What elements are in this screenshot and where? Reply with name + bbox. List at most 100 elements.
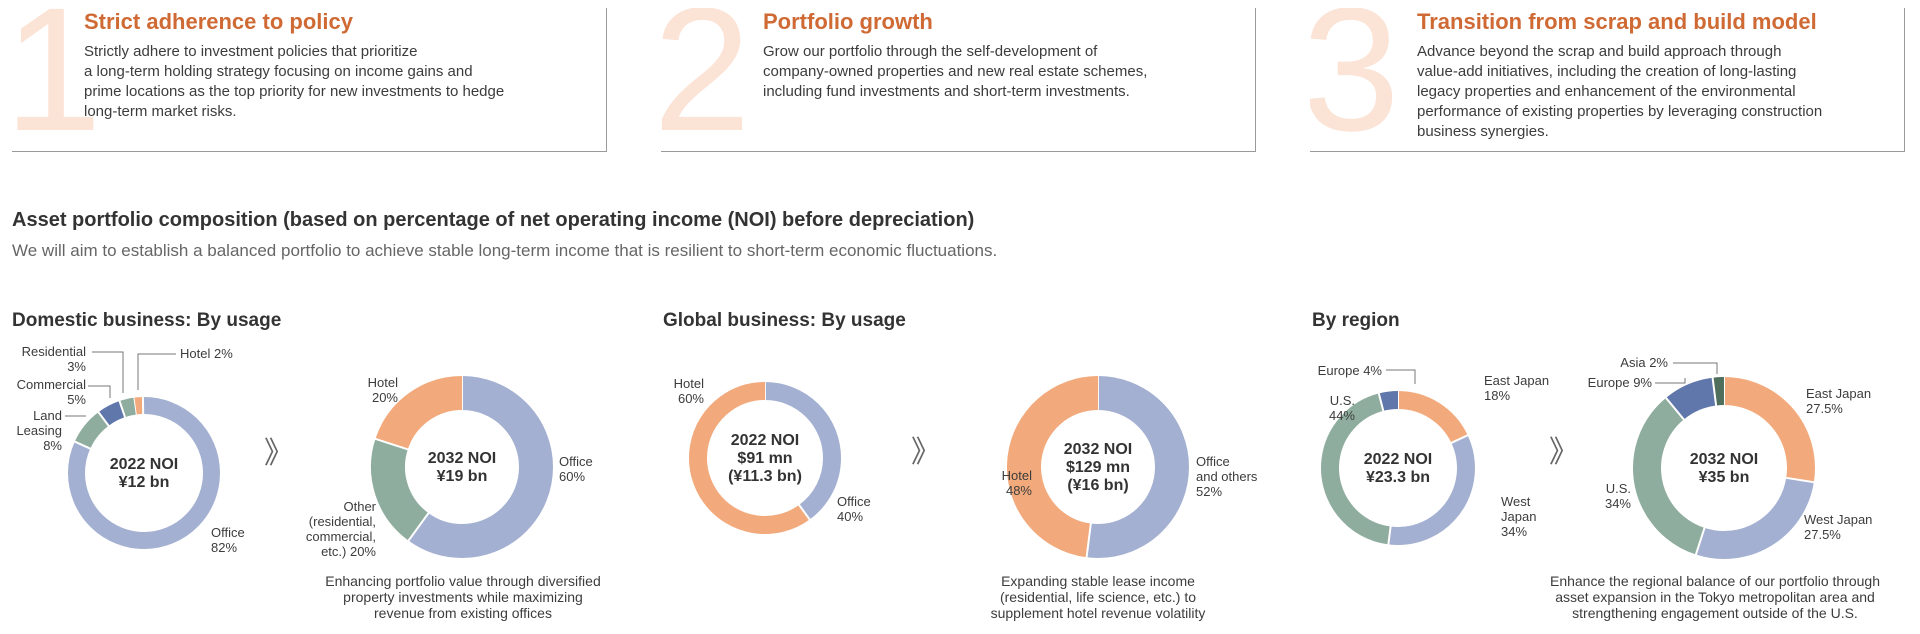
policy-body: Strictly adhere to investment policies t… bbox=[84, 42, 584, 122]
policy-line: Advance beyond the scrap and build appro… bbox=[1417, 43, 1782, 60]
slice-label: 40% bbox=[837, 509, 863, 524]
leader-line bbox=[88, 385, 111, 398]
slice-label: 52% bbox=[1196, 484, 1222, 499]
slice-label: Hotel bbox=[368, 375, 398, 390]
slice-label: Europe 9% bbox=[1588, 375, 1653, 390]
policy-line: prime locations as the top priority for … bbox=[84, 83, 505, 100]
policy-line: business synergies. bbox=[1417, 123, 1549, 140]
slice-label: (residential, bbox=[309, 514, 376, 529]
leader-line bbox=[137, 353, 176, 390]
leader-line bbox=[92, 351, 124, 393]
slice-label: Japan bbox=[1501, 509, 1536, 524]
slice-label: Hotel bbox=[1002, 468, 1032, 483]
policy-line: a long-term holding strategy focusing on… bbox=[84, 63, 473, 80]
slice-label: Residential bbox=[22, 344, 86, 359]
policy-body: Advance beyond the scrap and build appro… bbox=[1417, 42, 1904, 142]
caption-region: Enhance the regional balance of our port… bbox=[1520, 573, 1910, 621]
slice-separator bbox=[407, 511, 430, 543]
slice-separator bbox=[1711, 376, 1718, 407]
slice-label: 60% bbox=[678, 391, 704, 406]
slice-separator bbox=[1085, 522, 1092, 559]
policy-body: Grow our portfolio through the self-deve… bbox=[763, 42, 1255, 102]
slice-label: U.S. bbox=[1330, 393, 1355, 408]
slice-label: Office bbox=[1196, 454, 1230, 469]
caption-line: Enhancing portfolio value through divers… bbox=[325, 573, 601, 589]
policy-line: Grow our portfolio through the self-deve… bbox=[763, 43, 1098, 60]
slice-label: commercial, bbox=[306, 529, 376, 544]
caption-line: Expanding stable lease income bbox=[1001, 573, 1195, 589]
policy-number: 1 bbox=[12, 8, 102, 152]
slice-label: Hotel bbox=[674, 376, 704, 391]
slice-label: 44% bbox=[1329, 408, 1355, 423]
donut-center-label: (¥11.3 bn) bbox=[728, 468, 802, 485]
slice-separator bbox=[1664, 396, 1686, 421]
slice-label: 27.5% bbox=[1804, 527, 1841, 542]
slice-label: etc.) 20% bbox=[321, 544, 376, 559]
donut-center-label: 2032 NOI bbox=[1690, 451, 1758, 468]
slice-separator bbox=[1377, 392, 1385, 413]
slice-label: Hotel 2% bbox=[180, 346, 233, 361]
policy-title: Portfolio growth bbox=[763, 9, 933, 34]
slice-separator bbox=[374, 437, 410, 451]
donut-center-label: 2032 NOI bbox=[428, 450, 496, 467]
slice-label: Land bbox=[33, 408, 62, 423]
panel-title-region: By region bbox=[1312, 310, 1400, 331]
slice-separator bbox=[73, 440, 92, 450]
leader-line bbox=[1673, 362, 1718, 374]
donut-center-label: 2032 NOI bbox=[1064, 441, 1132, 458]
transition-arrow-icon: 》 bbox=[1549, 435, 1579, 470]
policy-title: Strict adherence to policy bbox=[84, 9, 353, 34]
slice-separator bbox=[1450, 433, 1470, 445]
slice-label: Asia 2% bbox=[1620, 355, 1668, 370]
transition-arrow-icon: 》 bbox=[264, 436, 294, 471]
donut-center-label: 2022 NOI bbox=[731, 432, 799, 449]
slice-separator bbox=[118, 399, 127, 419]
policy-box-1: 1 Strict adherence to policy Strictly ad… bbox=[12, 8, 607, 152]
slice-label: 3% bbox=[67, 359, 86, 374]
section-title: Asset portfolio composition (based on pe… bbox=[12, 209, 975, 231]
slice-label: Office bbox=[211, 525, 245, 540]
policy-number: 2 bbox=[661, 8, 751, 152]
slice-label: 27.5% bbox=[1806, 401, 1843, 416]
leader-line bbox=[1655, 378, 1686, 384]
policy-line: long-term market risks. bbox=[84, 103, 237, 120]
slice-label: Europe 4% bbox=[1318, 363, 1383, 378]
panel-title-domestic: Domestic business: By usage bbox=[12, 310, 282, 331]
slice-label: Other bbox=[343, 499, 376, 514]
slice-label: 20% bbox=[372, 390, 398, 405]
slice-label: Commercial bbox=[17, 377, 86, 392]
slice-label: 82% bbox=[211, 540, 237, 555]
slice-label: 18% bbox=[1484, 388, 1510, 403]
slice-label: East Japan bbox=[1806, 386, 1871, 401]
slice-separator bbox=[797, 503, 812, 521]
slice-label: 34% bbox=[1501, 524, 1527, 539]
panel-title-global: Global business: By usage bbox=[663, 310, 906, 331]
donut-center-label: ¥12 bn bbox=[119, 474, 170, 491]
slice-label: Leasing bbox=[16, 423, 62, 438]
donut-center-label: ¥23.3 bn bbox=[1366, 469, 1430, 486]
slice-label: 5% bbox=[67, 392, 86, 407]
slice-label: West Japan bbox=[1804, 512, 1872, 527]
transition-arrow-icon: 》 bbox=[911, 435, 941, 470]
donut-center-label: (¥16 bn) bbox=[1067, 477, 1128, 494]
caption-line: revenue from existing offices bbox=[374, 605, 552, 621]
policy-number: 3 bbox=[1310, 8, 1400, 152]
caption-line: asset expansion in the Tokyo metropolita… bbox=[1555, 589, 1875, 605]
policy-line: company-owned properties and new real es… bbox=[763, 63, 1148, 80]
slice-label: East Japan bbox=[1484, 373, 1549, 388]
slice-separator bbox=[1694, 526, 1706, 556]
caption-line: (residential, life science, etc.) to bbox=[999, 589, 1197, 605]
policy-line: Strictly adhere to investment policies t… bbox=[84, 43, 418, 60]
caption-line: supplement hotel revenue volatility bbox=[990, 605, 1206, 621]
policy-box-2: 2 Portfolio growth Grow our portfolio th… bbox=[661, 8, 1256, 152]
slice-label: 8% bbox=[43, 438, 62, 453]
slice-label: Office bbox=[559, 454, 593, 469]
donut-center-label: $129 mn bbox=[1066, 459, 1130, 476]
slice-label: 60% bbox=[559, 469, 585, 484]
slice-label: West bbox=[1501, 494, 1531, 509]
slice-label: and others bbox=[1196, 469, 1258, 484]
slice-label: U.S. bbox=[1606, 481, 1631, 496]
slice-label: 34% bbox=[1605, 496, 1631, 511]
caption-domestic: Enhancing portfolio value through divers… bbox=[283, 573, 643, 621]
